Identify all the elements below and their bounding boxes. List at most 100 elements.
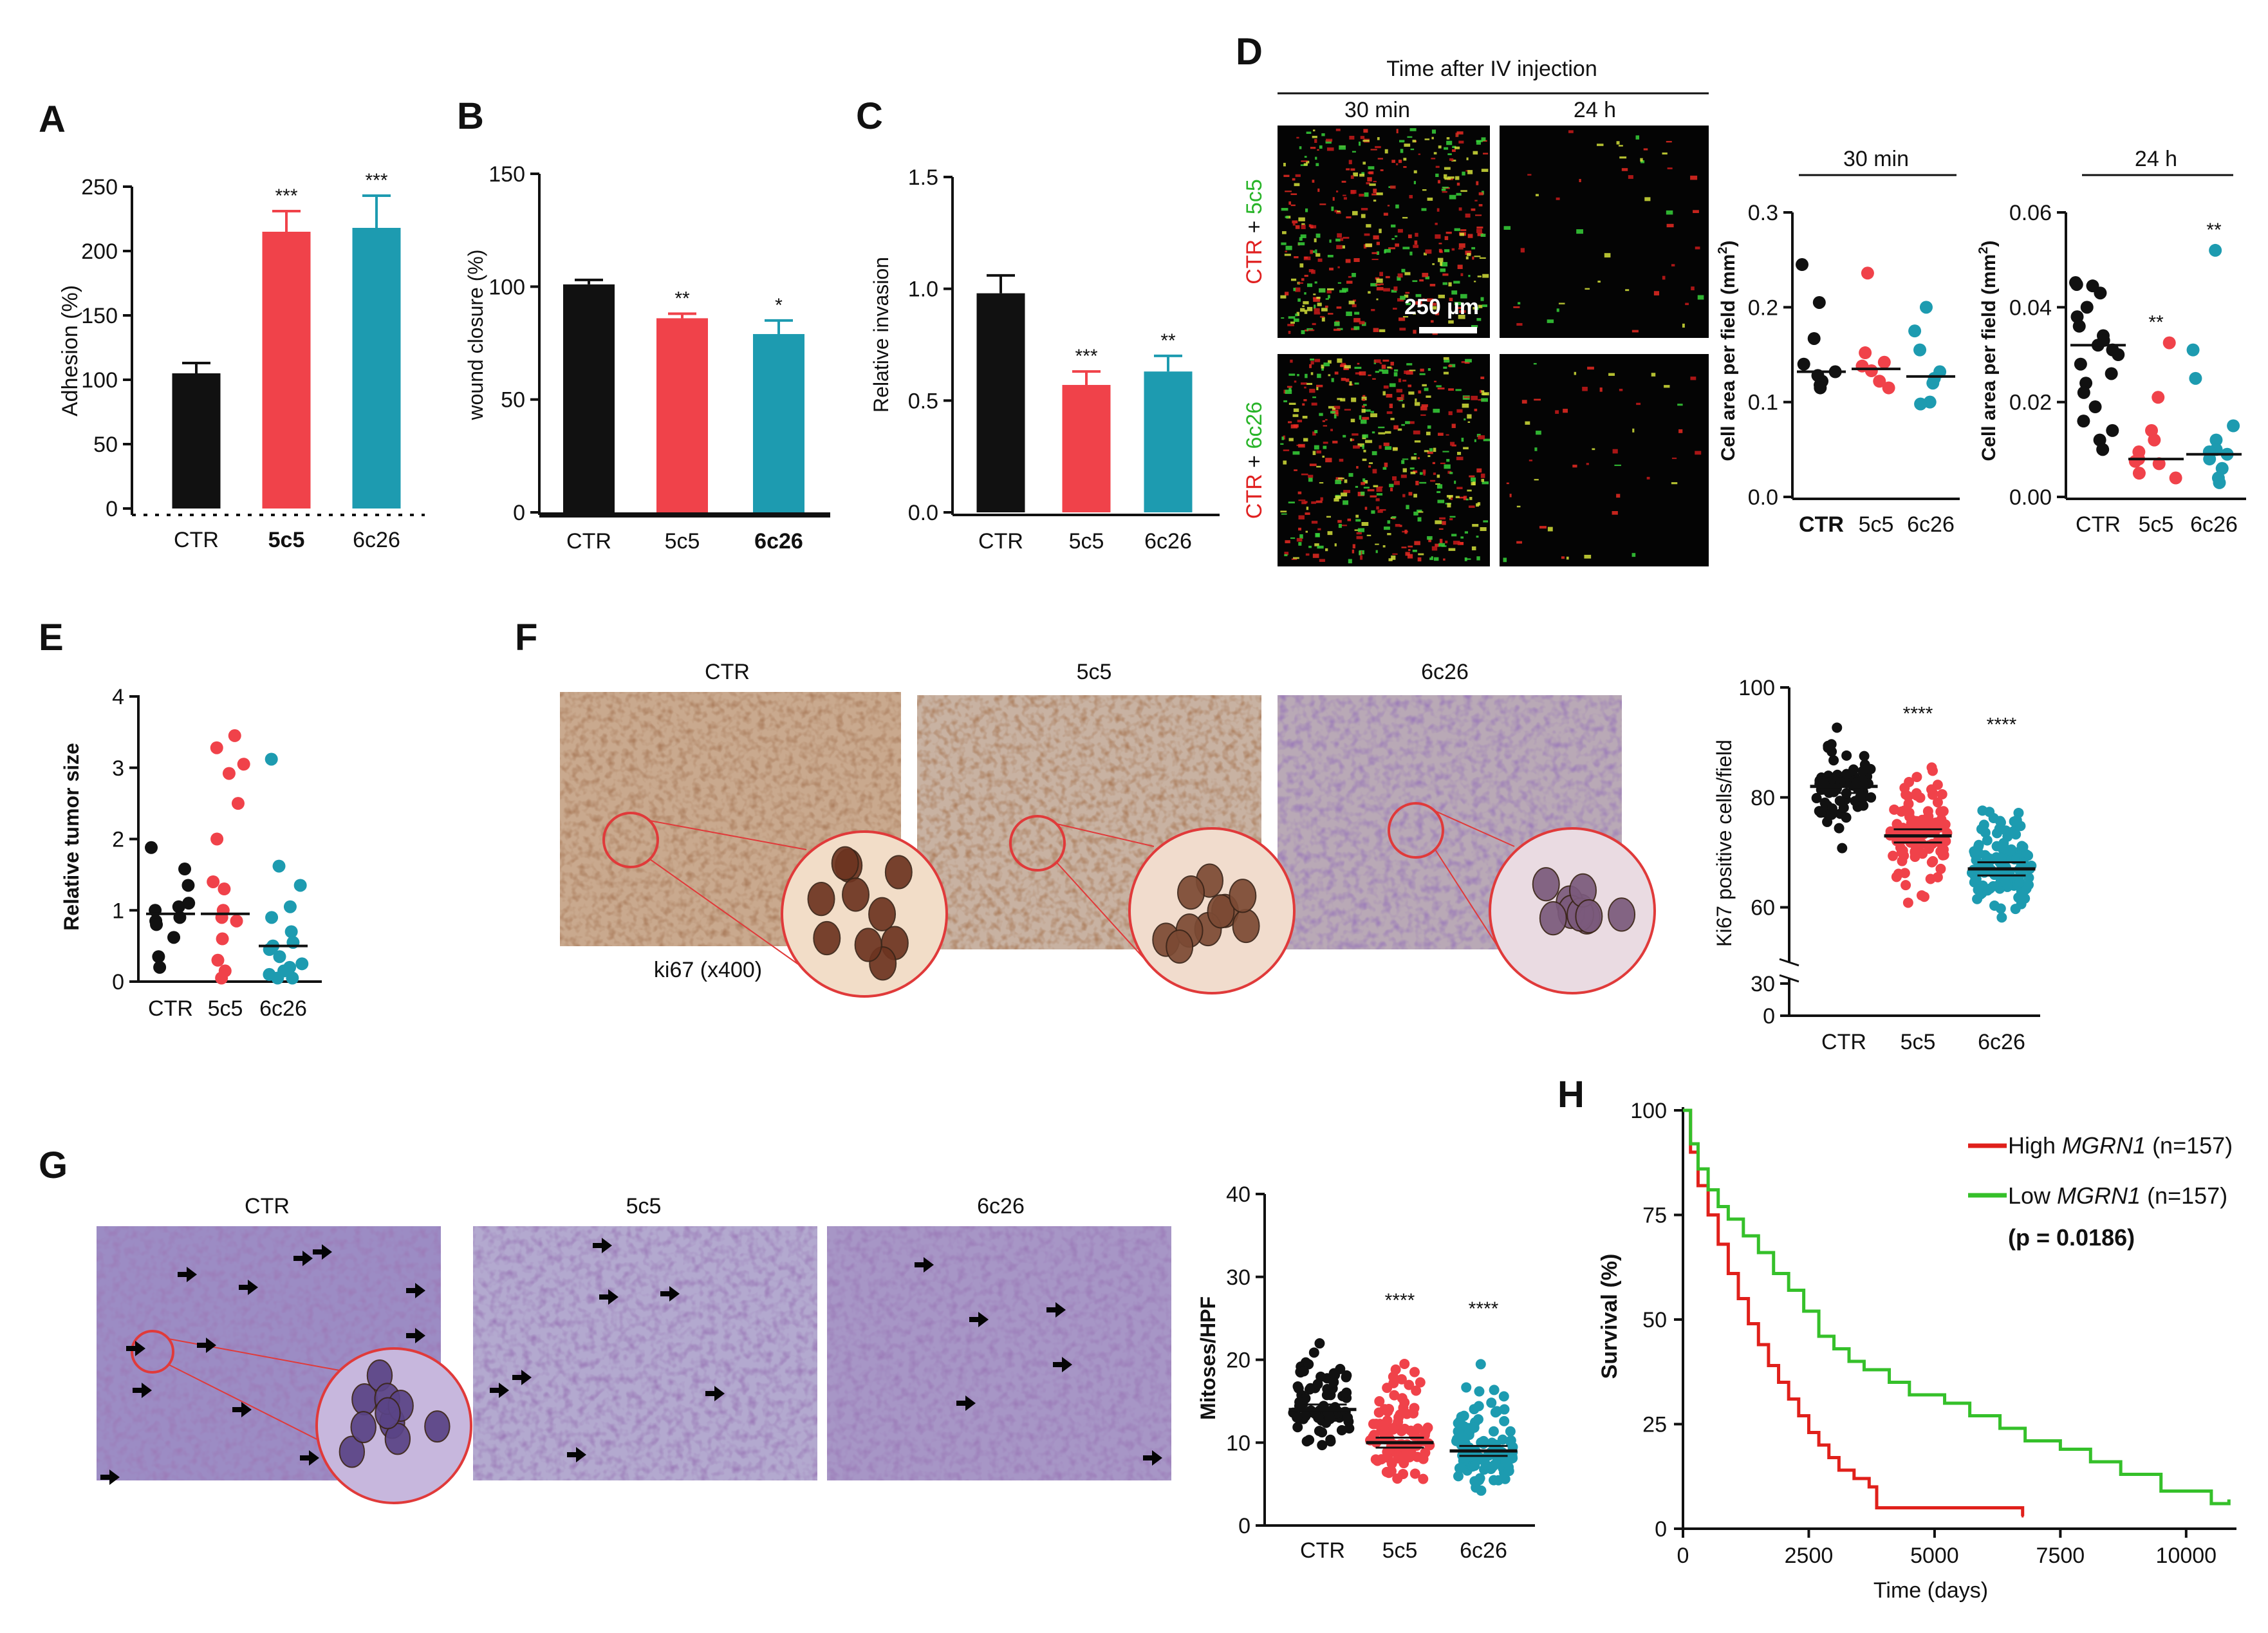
fluorescent-cell-ctr-6c26-30min [1443, 371, 1449, 375]
ihc-5c5-zoom-line-top [1056, 823, 1155, 847]
fluorescent-cell-ctr-5c5-30min [1340, 238, 1344, 241]
fluorescent-cell-ctr-6c26-30min [1480, 473, 1485, 478]
fluorescent-cell-ctr-5c5-30min [1442, 282, 1447, 285]
fluorescent-cell-ctr-6c26-30min [1413, 494, 1417, 498]
fluorescent-cell-ctr-6c26-30min [1402, 494, 1406, 498]
fluorescent-cell-ctr-5c5-30min [1397, 273, 1403, 278]
panel-c-tick-label-0: 0.0 [908, 501, 938, 525]
fluorescent-cell-ctr-6c26-30min [1409, 467, 1415, 470]
fluorescent-cell-ctr-5c5-24h [1662, 152, 1668, 155]
fluorescent-cell-ctr-6c26-30min [1436, 474, 1440, 478]
mitosis-arrow-icon [567, 1447, 586, 1462]
ihc-6c26-nucleus [1539, 900, 1567, 936]
fluorescent-cell-ctr-6c26-30min [1312, 431, 1316, 436]
fluorescent-cell-ctr-5c5-30min [1437, 180, 1441, 183]
mitosis-arrow-icon [406, 1328, 425, 1343]
ihc-5c5-nucleus [1232, 908, 1260, 944]
fluorescent-cell-ctr-6c26-24h [1651, 373, 1656, 377]
mitosis-arrow-icon [313, 1244, 332, 1260]
fluorescent-cell-ctr-6c26-30min [1348, 472, 1353, 477]
fluorescent-cell-ctr-6c26-30min [1419, 373, 1426, 375]
fluorescent-cell-ctr-6c26-24h [1677, 404, 1683, 406]
panel-letter-g: G [39, 1144, 68, 1186]
panel-h-xtick-label-0: 0 [1677, 1544, 1689, 1568]
fluorescent-cell-ctr-5c5-30min [1354, 312, 1360, 315]
panel-f-point-6c26 [2014, 877, 2025, 888]
fluorescent-cell-ctr-6c26-30min [1391, 516, 1397, 519]
fluorescent-cell-ctr-6c26-24h [1539, 526, 1547, 529]
ihc-5c5-nucleus [1229, 879, 1257, 913]
fluorescent-cell-ctr-5c5-30min [1435, 165, 1440, 168]
fluorescent-cell-ctr-6c26-30min [1298, 527, 1301, 531]
panel-f-point-5c5 [1889, 804, 1900, 815]
fluorescent-cell-ctr-6c26-30min [1325, 548, 1328, 552]
panel-d1-point-ctr [1814, 381, 1827, 395]
fluorescent-cell-ctr-5c5-30min [1326, 147, 1334, 151]
fluorescent-cell-ctr-6c26-30min [1368, 462, 1373, 464]
panel-g-point-6c26 [1489, 1385, 1500, 1395]
fluorescent-cell-ctr-6c26-30min [1298, 515, 1305, 519]
fluorescent-cell-ctr-6c26-30min [1399, 398, 1404, 400]
fluorescent-cell-ctr-5c5-30min [1352, 151, 1356, 153]
fluorescent-cell-ctr-6c26-30min [1315, 500, 1323, 503]
fluorescent-cell-ctr-6c26-30min [1415, 481, 1419, 485]
panel-d1-point-5c5 [1859, 346, 1872, 360]
fluorescent-cell-ctr-6c26-30min [1290, 537, 1296, 539]
panel-a-tick-label-4: 200 [81, 239, 118, 264]
fluorescent-cell-ctr-6c26-30min [1449, 364, 1456, 368]
fluorescent-cell-ctr-5c5-30min [1373, 189, 1377, 193]
fluorescent-cell-ctr-6c26-30min [1350, 418, 1355, 423]
fluorescent-cell-ctr-6c26-30min [1379, 362, 1382, 364]
fluorescent-cell-ctr-5c5-24h [1685, 303, 1689, 306]
panel-f-point-5c5 [1897, 845, 1908, 856]
panel-d2-point-5c5 [2152, 391, 2165, 404]
panel-g-scatter: 0 10 20 30 40 **** **** Mitoses/HPF CTR 5c5 6… [1196, 1182, 1535, 1563]
panel-a-bar-6c26 [352, 228, 401, 509]
fluorescent-cell-ctr-5c5-30min [1325, 305, 1328, 308]
fluorescent-cell-ctr-5c5-30min [1397, 229, 1403, 233]
panel-d2-point-ctr [2088, 400, 2102, 414]
fluorescent-cell-ctr-6c26-30min [1399, 525, 1402, 527]
panel-d1-point-ctr [1812, 295, 1826, 309]
fluorescent-cell-ctr-6c26-30min [1435, 520, 1442, 525]
micrograph-ctr-6c26-24h [1500, 354, 1709, 566]
fluorescent-cell-ctr-5c5-30min [1375, 145, 1381, 149]
panel-g-point-6c26 [1453, 1426, 1464, 1437]
ihc-ctr-nucleus [842, 877, 870, 912]
fluorescent-cell-ctr-6c26-24h [1608, 373, 1615, 376]
fluorescent-cell-ctr-5c5-30min [1362, 140, 1370, 142]
fluorescent-cell-ctr-6c26-30min [1308, 478, 1313, 482]
fluorescent-cell-ctr-6c26-30min [1448, 388, 1454, 391]
fluorescent-cell-ctr-5c5-30min [1473, 306, 1476, 310]
fluorescent-cell-ctr-5c5-30min [1422, 298, 1425, 301]
fluorescent-cell-ctr-6c26-24h [1612, 449, 1618, 454]
fluorescent-cell-ctr-5c5-24h [1558, 303, 1565, 304]
legend-high-post: (n=157) [2146, 1132, 2233, 1159]
fluorescent-cell-ctr-5c5-30min [1348, 160, 1352, 165]
fluorescent-cell-ctr-5c5-30min [1414, 240, 1418, 245]
fluorescent-cell-ctr-6c26-30min [1396, 389, 1403, 393]
fluorescent-cell-ctr-6c26-30min [1321, 364, 1325, 369]
fluorescent-cell-ctr-6c26-30min [1476, 556, 1480, 561]
fluorescent-cell-ctr-6c26-30min [1367, 489, 1375, 492]
fluorescent-cell-ctr-5c5-30min [1283, 174, 1290, 177]
fluorescent-cell-ctr-6c26-30min [1463, 396, 1470, 398]
panel-g-point-6c26 [1451, 1433, 1462, 1444]
fluorescent-cell-ctr-6c26-24h [1503, 557, 1507, 563]
fluorescent-cell-ctr-5c5-30min [1284, 254, 1291, 256]
row1-ctr: CTR [1242, 239, 1267, 285]
fluorescent-cell-ctr-5c5-30min [1376, 241, 1380, 245]
fluorescent-cell-ctr-6c26-30min [1382, 359, 1390, 362]
panel-g-tick-label-3: 30 [1226, 1265, 1250, 1290]
fluorescent-cell-ctr-5c5-30min [1456, 182, 1460, 186]
mitosis-arrow-icon [599, 1289, 618, 1305]
fluorescent-cell-ctr-6c26-24h [1636, 402, 1641, 406]
fluorescent-cell-ctr-6c26-30min [1402, 379, 1407, 382]
fluorescent-cell-ctr-5c5-24h [1568, 130, 1574, 133]
panel-e-y-label: Relative tumor size [60, 743, 83, 931]
fluorescent-cell-ctr-5c5-24h [1535, 194, 1539, 196]
fluorescent-cell-ctr-5c5-30min [1317, 303, 1322, 306]
fluorescent-cell-ctr-6c26-30min [1409, 421, 1415, 424]
fluorescent-cell-ctr-6c26-30min [1449, 472, 1453, 474]
